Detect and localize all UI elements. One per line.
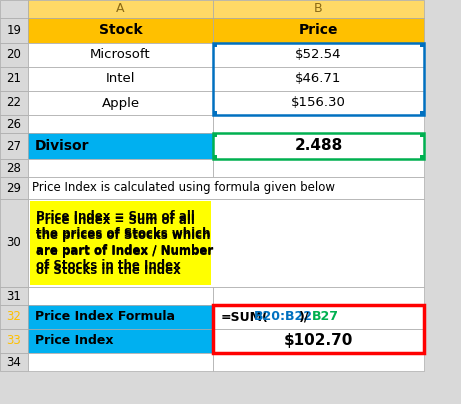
Bar — [0, 67, 28, 91]
Bar — [28, 353, 213, 371]
Bar — [213, 305, 424, 329]
Bar — [0, 43, 28, 67]
Text: 27: 27 — [6, 139, 22, 152]
Text: $52.54: $52.54 — [295, 48, 342, 61]
Bar — [0, 353, 28, 371]
Bar — [420, 155, 424, 159]
Bar — [30, 201, 211, 285]
Bar — [0, 133, 28, 159]
Text: Price Index Formula: Price Index Formula — [35, 311, 175, 324]
Bar — [213, 43, 217, 47]
Bar — [213, 155, 217, 159]
Bar — [28, 91, 213, 115]
Bar — [213, 329, 424, 353]
Bar — [28, 133, 213, 159]
Bar — [28, 199, 424, 287]
Bar — [0, 329, 28, 353]
Bar — [0, 159, 28, 177]
Text: A: A — [116, 2, 125, 15]
Bar — [213, 0, 424, 18]
Text: 21: 21 — [6, 72, 22, 86]
Bar — [420, 43, 424, 47]
Bar — [28, 287, 213, 305]
Bar — [0, 305, 28, 329]
Bar — [0, 115, 28, 133]
Text: $102.70: $102.70 — [284, 333, 353, 349]
Text: Price Index = Sum of all
the prices of Stocks which
are part of Index / Number
o: Price Index = Sum of all the prices of S… — [36, 210, 213, 276]
Bar — [0, 287, 28, 305]
Bar — [420, 133, 424, 137]
Text: B: B — [314, 2, 323, 15]
Text: =SUM(: =SUM( — [221, 311, 269, 324]
Text: Price Index: Price Index — [35, 335, 113, 347]
Text: 20: 20 — [6, 48, 22, 61]
Text: 22: 22 — [6, 97, 22, 109]
Text: 19: 19 — [6, 24, 22, 37]
Text: Intel: Intel — [106, 72, 135, 86]
Bar — [28, 0, 213, 18]
Bar — [28, 329, 213, 353]
Text: Divisor: Divisor — [35, 139, 89, 153]
Text: Apple: Apple — [101, 97, 140, 109]
Text: Price Index is calculated using formula given below: Price Index is calculated using formula … — [32, 181, 335, 194]
Bar — [213, 159, 424, 177]
Text: 31: 31 — [6, 290, 22, 303]
Bar — [213, 43, 424, 115]
Bar — [28, 67, 213, 91]
Text: B27: B27 — [312, 311, 339, 324]
Text: 30: 30 — [6, 236, 21, 250]
Text: 33: 33 — [6, 335, 21, 347]
Bar — [28, 305, 213, 329]
Bar — [213, 115, 424, 133]
Bar — [28, 115, 213, 133]
Bar — [213, 133, 424, 159]
Bar — [0, 199, 28, 287]
Bar — [28, 18, 213, 43]
Text: Price Index = Sum of all
the prices of Stocks which
are part of Index / Number
o: Price Index = Sum of all the prices of S… — [36, 214, 213, 272]
Bar — [0, 177, 28, 199]
Text: Microsoft: Microsoft — [90, 48, 151, 61]
Text: 2.488: 2.488 — [295, 139, 343, 154]
Bar — [0, 91, 28, 115]
Text: Price: Price — [299, 23, 338, 38]
Bar — [28, 43, 213, 67]
Text: Stock: Stock — [99, 23, 142, 38]
Bar — [420, 111, 424, 115]
Text: 26: 26 — [6, 118, 22, 130]
Bar — [0, 18, 28, 43]
Bar — [213, 43, 424, 67]
Bar — [213, 353, 424, 371]
Bar — [213, 67, 424, 91]
Bar — [213, 133, 424, 159]
Text: 32: 32 — [6, 311, 22, 324]
Text: 28: 28 — [6, 162, 22, 175]
Bar — [28, 177, 424, 199]
Text: B20:B22: B20:B22 — [254, 311, 313, 324]
Bar — [213, 305, 424, 353]
Bar — [28, 159, 213, 177]
Bar — [213, 91, 424, 115]
Text: $46.71: $46.71 — [296, 72, 342, 86]
Bar — [213, 287, 424, 305]
Text: 34: 34 — [6, 356, 22, 368]
Text: )/: )/ — [299, 311, 309, 324]
Bar — [213, 18, 424, 43]
Text: $156.30: $156.30 — [291, 97, 346, 109]
Bar — [213, 133, 217, 137]
Text: 29: 29 — [6, 181, 22, 194]
Bar — [213, 111, 217, 115]
Bar — [0, 0, 28, 18]
